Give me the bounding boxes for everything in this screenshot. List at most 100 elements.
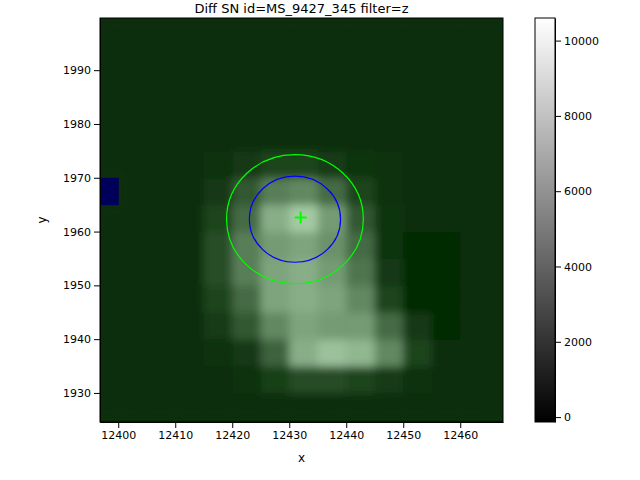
heatmap-cell: [403, 205, 432, 232]
heatmap-cell: [403, 70, 432, 97]
heatmap-cell: [460, 339, 489, 366]
heatmap-cell: [261, 43, 290, 70]
heatmap-cell: [261, 285, 290, 312]
heatmap-cell: [147, 97, 176, 124]
heatmap-cell: [118, 151, 147, 178]
axis-line: [101, 422, 504, 423]
heatmap-cell: [147, 285, 176, 312]
heatmap-cell: [175, 393, 204, 420]
heatmap-cell: [489, 366, 503, 393]
heatmap-cell: [232, 18, 261, 44]
tick: 4000: [555, 261, 592, 274]
heatmap-cell: [118, 70, 147, 97]
heatmap-cell: [432, 312, 461, 339]
heatmap-cell: [289, 393, 318, 420]
heatmap-cell: [375, 178, 404, 205]
tick-mark: [94, 178, 100, 179]
tick-mark: [94, 124, 100, 125]
tick: 1950: [63, 279, 100, 292]
heatmap-cell: [403, 18, 432, 44]
heatmap-cell: [147, 205, 176, 232]
tick: 1940: [63, 333, 100, 346]
heatmap-cell: [147, 258, 176, 285]
heatmap-cell: [289, 312, 318, 339]
heatmap-cell: [232, 366, 261, 393]
heatmap-cell: [460, 258, 489, 285]
tick-mark: [460, 422, 461, 428]
heatmap-cell: [375, 70, 404, 97]
heatmap-cell: [318, 339, 347, 366]
heatmap-cell: [118, 18, 147, 44]
heatmap-cell: [118, 393, 147, 420]
heatmap-cell: [100, 285, 119, 312]
heatmap-cell: [460, 178, 489, 205]
heatmap-cell: [289, 70, 318, 97]
heatmap-cell: [289, 43, 318, 70]
heatmap-cell: [489, 205, 503, 232]
heatmap-cell: [204, 366, 233, 393]
heatmap-cell: [118, 312, 147, 339]
heatmap-cell: [460, 151, 489, 178]
heatmap-cell: [175, 258, 204, 285]
heatmap-cell: [375, 285, 404, 312]
heatmap-cell: [489, 97, 503, 124]
heatmap-cell: [232, 232, 261, 259]
heatmap-cell: [204, 70, 233, 97]
heatmap-cell: [460, 97, 489, 124]
heatmap-cell: [346, 366, 375, 393]
heatmap-cell: [100, 393, 119, 420]
mask-layer: [100, 178, 119, 205]
heatmap-cell: [489, 258, 503, 285]
heatmap-cell: [318, 312, 347, 339]
tick-label: 1930: [63, 387, 91, 400]
heatmap-cell: [204, 97, 233, 124]
x-axis-title: x: [298, 451, 305, 465]
heatmap-cell: [118, 97, 147, 124]
heatmap-cell: [232, 339, 261, 366]
tick-mark: [232, 422, 233, 428]
heatmap-cell: [100, 312, 119, 339]
tick-label: 2000: [564, 336, 592, 349]
tick: 8000: [555, 110, 592, 123]
heatmap-cell: [261, 97, 290, 124]
tick-label: 8000: [564, 110, 592, 123]
heatmap-cell: [432, 70, 461, 97]
heatmap-cell: [289, 339, 318, 366]
tick-mark: [94, 339, 100, 340]
heatmap-cell: [318, 285, 347, 312]
heatmap-cell: [100, 18, 119, 44]
heatmap-cell: [289, 178, 318, 205]
heatmap-cell: [346, 151, 375, 178]
heatmap-cell: [261, 70, 290, 97]
heatmap-cell: [403, 178, 432, 205]
heatmap-cell: [175, 285, 204, 312]
tick: 1930: [63, 387, 100, 400]
masked-cell: [100, 178, 119, 205]
heatmap-cell: [318, 258, 347, 285]
tick-label: 12440: [329, 429, 364, 442]
tick-label: 10000: [564, 35, 599, 48]
tick-label: 0: [564, 411, 571, 424]
heatmap-cell: [346, 70, 375, 97]
heatmap-cell: [289, 232, 318, 259]
heatmap-cell: [100, 205, 119, 232]
heatmap-cell: [460, 312, 489, 339]
position-marker: [295, 212, 307, 224]
heatmap-cell: [432, 393, 461, 420]
heatmap-cell: [232, 285, 261, 312]
heatmap-cell: [100, 232, 119, 259]
heatmap-cell: [261, 393, 290, 420]
heatmap-cell: [100, 151, 119, 178]
heatmap-cell: [175, 70, 204, 97]
heatmap-cell: [318, 43, 347, 70]
tick: 1980: [63, 118, 100, 131]
heatmap-cell: [460, 18, 489, 44]
tick-label: 1940: [63, 333, 91, 346]
heatmap-cell: [147, 366, 176, 393]
heatmap-cell: [261, 18, 290, 44]
heatmap-cell: [204, 312, 233, 339]
tick: 12440: [329, 422, 364, 442]
heatmap-cell: [175, 97, 204, 124]
heatmap-cell: [403, 285, 432, 312]
heatmap-cell: [489, 339, 503, 366]
